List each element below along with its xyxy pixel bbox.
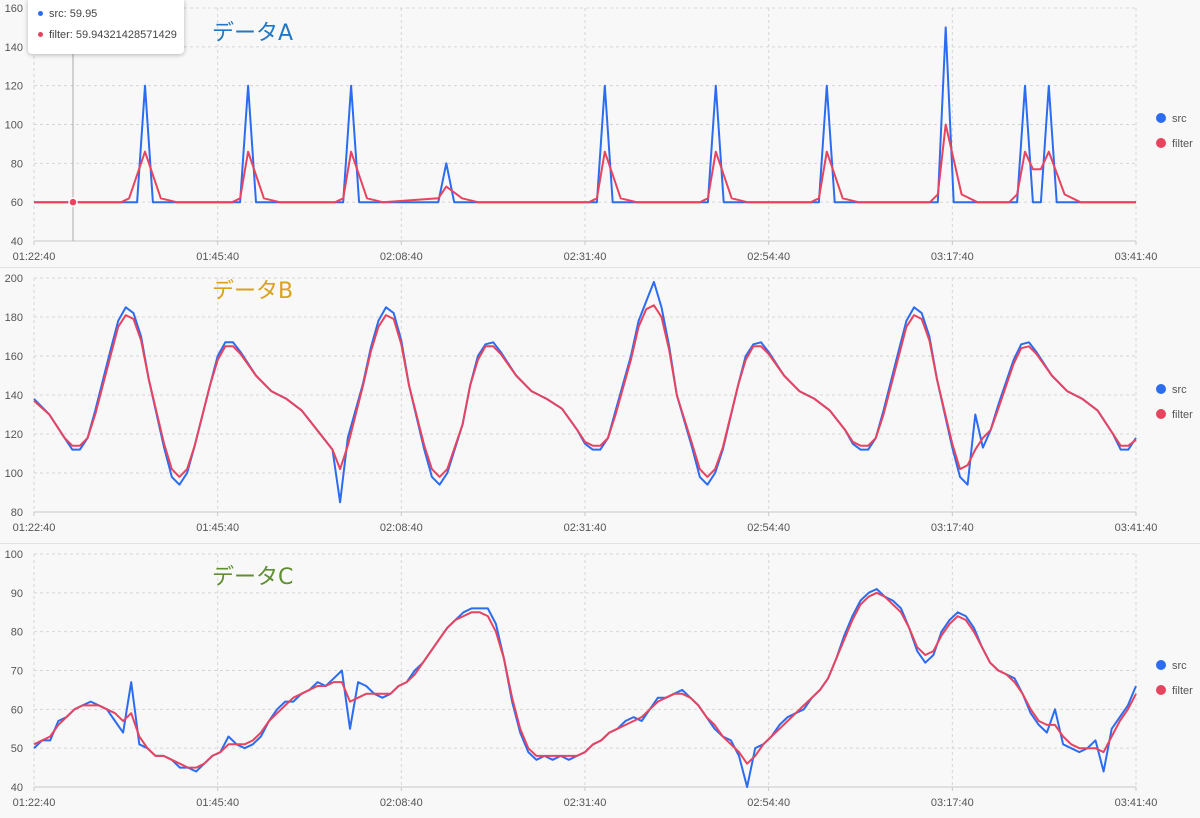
- x-tick-label: 01:45:40: [196, 251, 239, 263]
- y-tick-label: 80: [11, 507, 23, 519]
- chart-title: データC: [212, 565, 293, 590]
- y-tick-label: 60: [11, 197, 23, 209]
- filter-legend-dot: [38, 31, 43, 37]
- x-tick-label: 02:31:40: [564, 522, 607, 534]
- series-line-filter: [33, 591, 1137, 769]
- x-tick-label: 03:41:40: [1115, 797, 1158, 809]
- hover-tooltip: src: 59.95 filter: 59.94321428571429: [28, 0, 184, 54]
- chart-c-svg: 40 50 60 70 80 90 100 01:22:40 01:45:40 02:08:40 0…: [5, 549, 1193, 809]
- series-line-src: [34, 26, 1136, 204]
- src-legend-dot: [38, 10, 43, 16]
- tooltip-src-value: src: 59.95: [49, 8, 98, 20]
- panel-divider: [0, 543, 1200, 544]
- legend-label-src[interactable]: src: [1172, 384, 1187, 396]
- chart-title: データB: [212, 279, 293, 304]
- x-tick-label: 03:17:40: [931, 522, 974, 534]
- legend-label-src[interactable]: src: [1172, 113, 1187, 125]
- y-tick-label: 40: [11, 782, 23, 794]
- x-tick-label: 02:31:40: [564, 251, 607, 263]
- x-tick-label: 01:45:40: [196, 522, 239, 534]
- y-tick-label: 120: [5, 81, 23, 93]
- legend-marker-filter[interactable]: [1156, 138, 1166, 148]
- y-tick-label: 100: [5, 120, 23, 132]
- series-line-filter: [33, 304, 1137, 478]
- x-tick-label: 03:17:40: [931, 797, 974, 809]
- legend-marker-src[interactable]: [1156, 660, 1166, 670]
- chart-panel-c: 40 50 60 70 80 90 100 01:22:40 01:45:40 02:08:40 0…: [0, 544, 1200, 818]
- chart-panel-b: 80 100 120 140 160 180 200 01:22:40 01:45:40 02:0…: [0, 268, 1200, 542]
- x-tick-label: 01:45:40: [196, 797, 239, 809]
- y-tick-label: 140: [5, 42, 23, 54]
- legend-label-filter[interactable]: filter: [1172, 138, 1193, 150]
- legend-label-filter[interactable]: filter: [1172, 409, 1193, 421]
- y-tick-label: 100: [5, 468, 23, 480]
- y-tick-label: 120: [5, 429, 23, 441]
- legend-marker-filter[interactable]: [1156, 409, 1166, 419]
- y-tick-label: 60: [11, 704, 23, 716]
- series-line-filter: [34, 123, 1136, 204]
- y-tick-label: 90: [11, 588, 23, 600]
- y-tick-label: 80: [11, 627, 23, 639]
- x-tick-label: 02:54:40: [747, 251, 790, 263]
- y-tick-label: 100: [5, 549, 23, 561]
- x-tick-label: 03:41:40: [1115, 522, 1158, 534]
- y-tick-label: 200: [5, 273, 23, 285]
- x-tick-label: 02:54:40: [747, 522, 790, 534]
- legend-marker-filter[interactable]: [1156, 685, 1166, 695]
- x-tick-label: 02:08:40: [380, 522, 423, 534]
- y-tick-label: 80: [11, 158, 23, 170]
- x-tick-label: 02:54:40: [747, 797, 790, 809]
- hover-point-marker: [68, 197, 78, 207]
- x-tick-label: 02:31:40: [564, 797, 607, 809]
- y-tick-label: 140: [5, 390, 23, 402]
- y-tick-label: 70: [11, 666, 23, 678]
- y-tick-label: 180: [5, 312, 23, 324]
- legend-label-src[interactable]: src: [1172, 660, 1187, 672]
- x-tick-label: 02:08:40: [380, 251, 423, 263]
- y-tick-label: 50: [11, 743, 23, 755]
- chart-b-svg: 80 100 120 140 160 180 200 01:22:40 01:45:40 02:0…: [5, 273, 1193, 534]
- panel-divider: [0, 267, 1200, 268]
- x-tick-label: 02:08:40: [380, 797, 423, 809]
- legend-label-filter[interactable]: filter: [1172, 685, 1193, 697]
- chart-title: データA: [212, 21, 293, 46]
- x-tick-label: 01:22:40: [13, 251, 56, 263]
- legend-marker-src[interactable]: [1156, 384, 1166, 394]
- tooltip-filter-value: filter: 59.94321428571429: [49, 29, 177, 41]
- y-tick-label: 40: [11, 236, 23, 248]
- x-tick-label: 03:17:40: [931, 251, 974, 263]
- y-tick-label: 160: [5, 351, 23, 363]
- y-tick-label: 160: [5, 3, 23, 15]
- x-tick-label: 01:22:40: [13, 522, 56, 534]
- legend-marker-src[interactable]: [1156, 113, 1166, 123]
- x-tick-label: 03:41:40: [1115, 251, 1158, 263]
- x-tick-label: 01:22:40: [13, 797, 56, 809]
